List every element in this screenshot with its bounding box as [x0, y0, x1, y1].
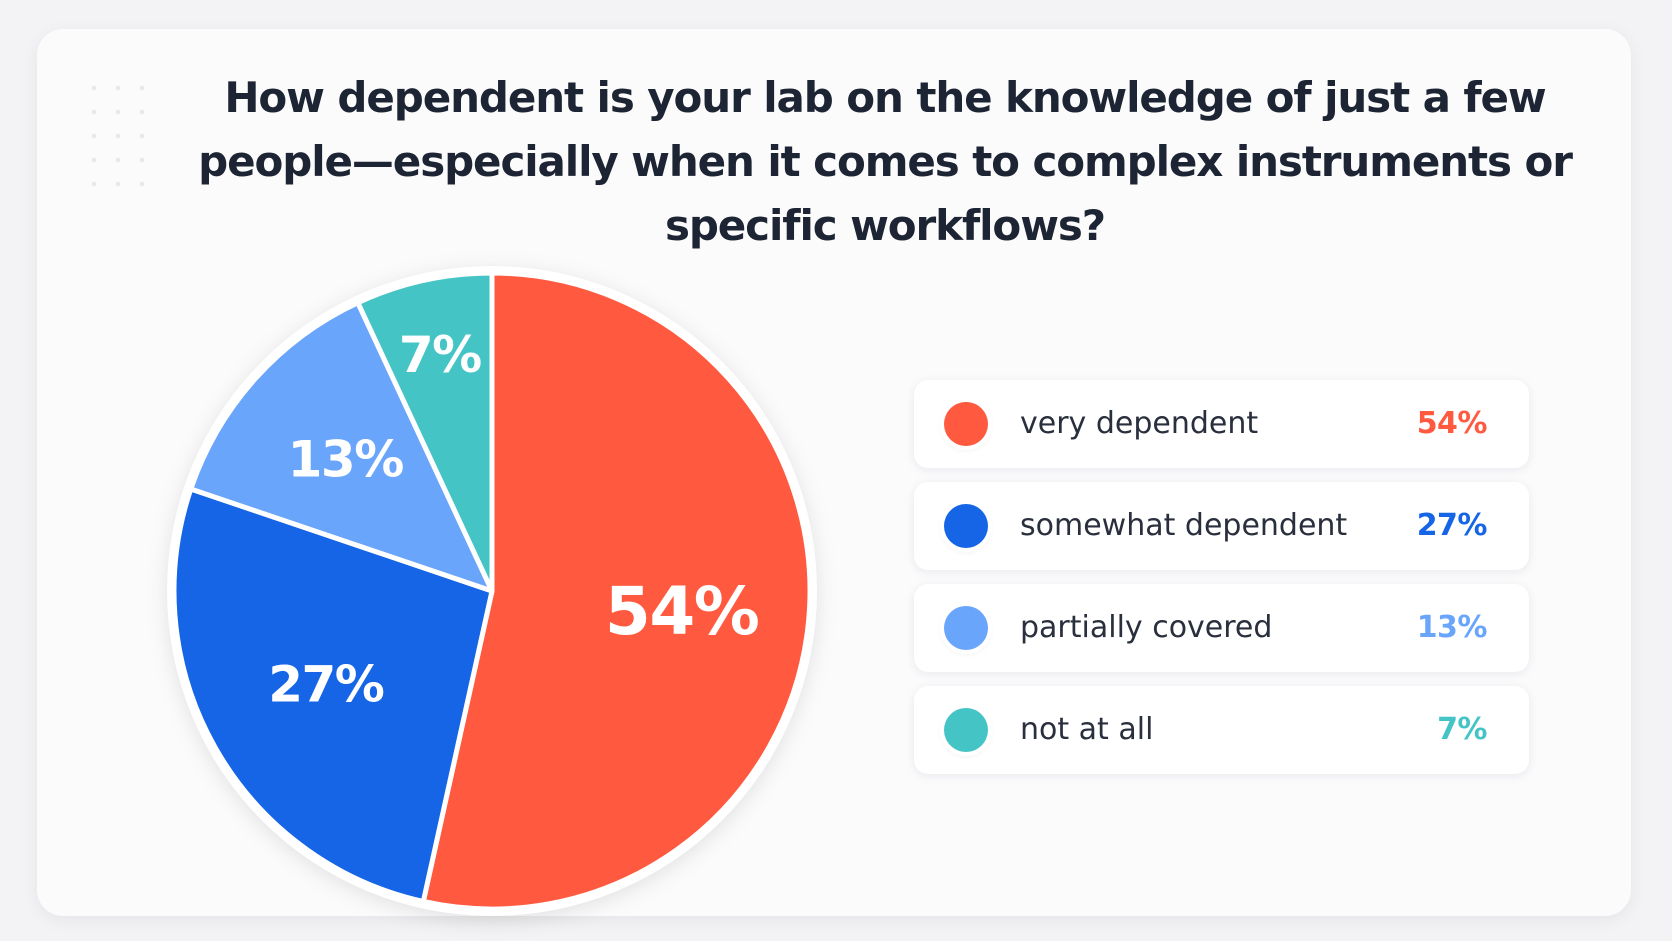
pie-label-somewhat-dependent: 27% — [268, 656, 384, 714]
legend-label-partially-covered: partially covered — [1020, 610, 1273, 645]
legend-value-somewhat-dependent: 27% — [1416, 508, 1488, 543]
pie-slice-somewhat-dependent — [171, 486, 495, 904]
chart-title: How dependent is your lab on the knowled… — [198, 73, 1573, 250]
legend-swatch-very-dependent — [944, 402, 988, 446]
decorative-dot-grid — [82, 76, 162, 196]
legend-item-very-dependent: very dependent 54% — [914, 380, 1529, 468]
pie-slice-not-at-all — [355, 270, 495, 594]
pie-slice-partially-covered — [188, 300, 495, 594]
pie-label-partially-covered: 13% — [288, 430, 404, 488]
pie-slice-very-dependent — [420, 270, 813, 912]
legend-label-not-at-all: not at all — [1020, 712, 1154, 747]
legend-value-partially-covered: 13% — [1416, 610, 1488, 645]
legend-value-not-at-all: 7% — [1437, 712, 1487, 747]
legend-label-somewhat-dependent: somewhat dependent — [1020, 508, 1348, 543]
legend-item-partially-covered: partially covered 13% — [914, 584, 1529, 672]
legend-value-very-dependent: 54% — [1416, 406, 1488, 441]
pie-label-not-at-all: 7% — [399, 326, 481, 384]
legend: very dependent 54% somewhat dependent 27% pa… — [914, 380, 1529, 788]
legend-swatch-partially-covered — [944, 606, 988, 650]
legend-item-not-at-all: not at all 7% — [914, 686, 1529, 774]
legend-swatch-somewhat-dependent — [944, 504, 988, 548]
pie-label-very-dependent: 54% — [605, 573, 759, 650]
legend-item-somewhat-dependent: somewhat dependent 27% — [914, 482, 1529, 570]
legend-swatch-not-at-all — [944, 708, 988, 752]
legend-label-very-dependent: very dependent — [1020, 406, 1259, 441]
